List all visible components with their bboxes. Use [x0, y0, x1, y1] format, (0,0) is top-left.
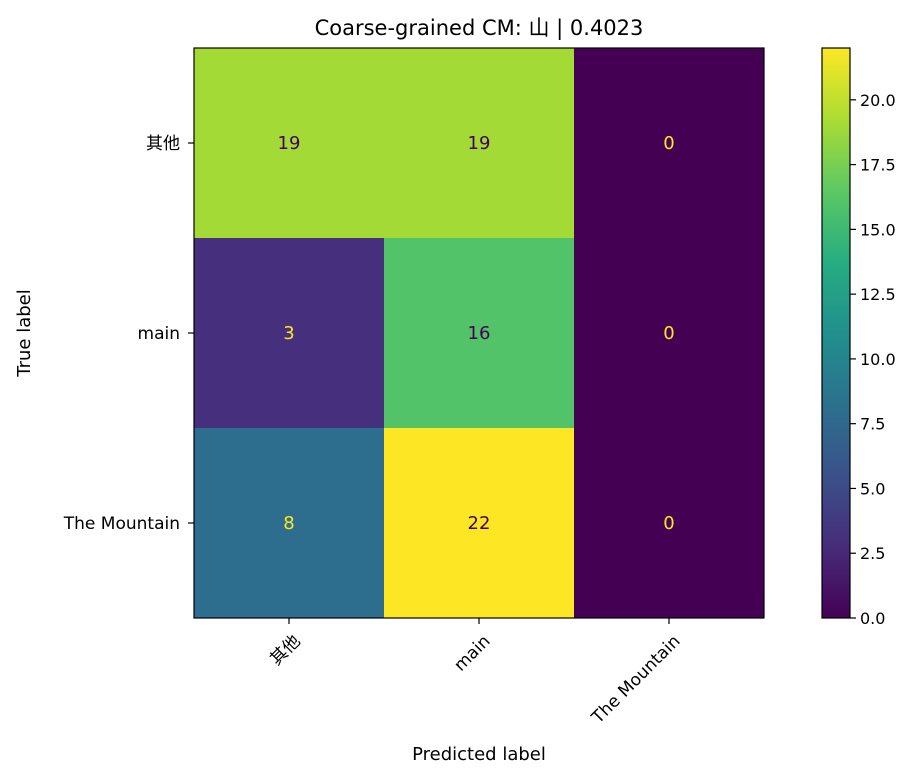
- colorbar-tick-label: 20.0: [860, 91, 896, 110]
- x-axis-label: Predicted label: [412, 744, 546, 765]
- colorbar-tick-label: 5.0: [860, 479, 885, 498]
- heatmap-cell: [574, 48, 765, 239]
- chart-title: Coarse-grained CM: 山 | 0.4023: [315, 16, 644, 41]
- colorbar-tick-label: 10.0: [860, 350, 896, 369]
- cell-value-label: 19: [468, 133, 491, 154]
- x-axis-ticks: 其他 main The Mountain: [266, 618, 685, 728]
- heatmap-cell: [384, 428, 575, 619]
- cell-value-label: 19: [278, 133, 301, 154]
- colorbar-tick-label: 0.0: [860, 609, 885, 628]
- heatmap-cells: [194, 48, 765, 619]
- cell-value-label: 0: [663, 513, 674, 534]
- cell-value-label: 22: [468, 513, 491, 534]
- x-tick-label: The Mountain: [587, 631, 684, 728]
- colorbar-tick-label: 2.5: [860, 544, 885, 563]
- heatmap-cell: [574, 428, 765, 619]
- heatmap-cell: [194, 238, 385, 429]
- colorbar-tick-label: 17.5: [860, 156, 896, 175]
- heatmap-cell: [574, 238, 765, 429]
- x-tick-label: main: [450, 631, 494, 675]
- y-tick-label: 其他: [146, 134, 180, 154]
- x-tick-label: 其他: [266, 631, 304, 669]
- cell-value-label: 0: [663, 133, 674, 154]
- y-axis-ticks: 其他 main The Mountain: [63, 134, 194, 534]
- heatmap-cell: [194, 48, 385, 239]
- heatmap-cell: [194, 428, 385, 619]
- y-axis-label: True label: [14, 289, 35, 378]
- colorbar-tick-label: 12.5: [860, 285, 896, 304]
- y-tick-label: main: [138, 324, 180, 344]
- y-tick-label: The Mountain: [63, 514, 180, 534]
- cell-value-label: 8: [283, 513, 294, 534]
- cell-value-label: 16: [468, 323, 491, 344]
- colorbar-tick-label: 15.0: [860, 220, 896, 239]
- colorbar-ticks: 0.0 2.5 5.0 7.5 10.0 12.5 15.0 17.5 20.0: [850, 91, 896, 628]
- heatmap-cell: [384, 238, 575, 429]
- colorbar-tick-label: 7.5: [860, 415, 885, 434]
- heatmap-cell-labels: 19 19 0 3 16 0 8 22 0: [278, 133, 675, 534]
- heatmap-cell: [384, 48, 575, 239]
- colorbar: [821, 47, 851, 619]
- cell-value-label: 3: [283, 323, 294, 344]
- cell-value-label: 0: [663, 323, 674, 344]
